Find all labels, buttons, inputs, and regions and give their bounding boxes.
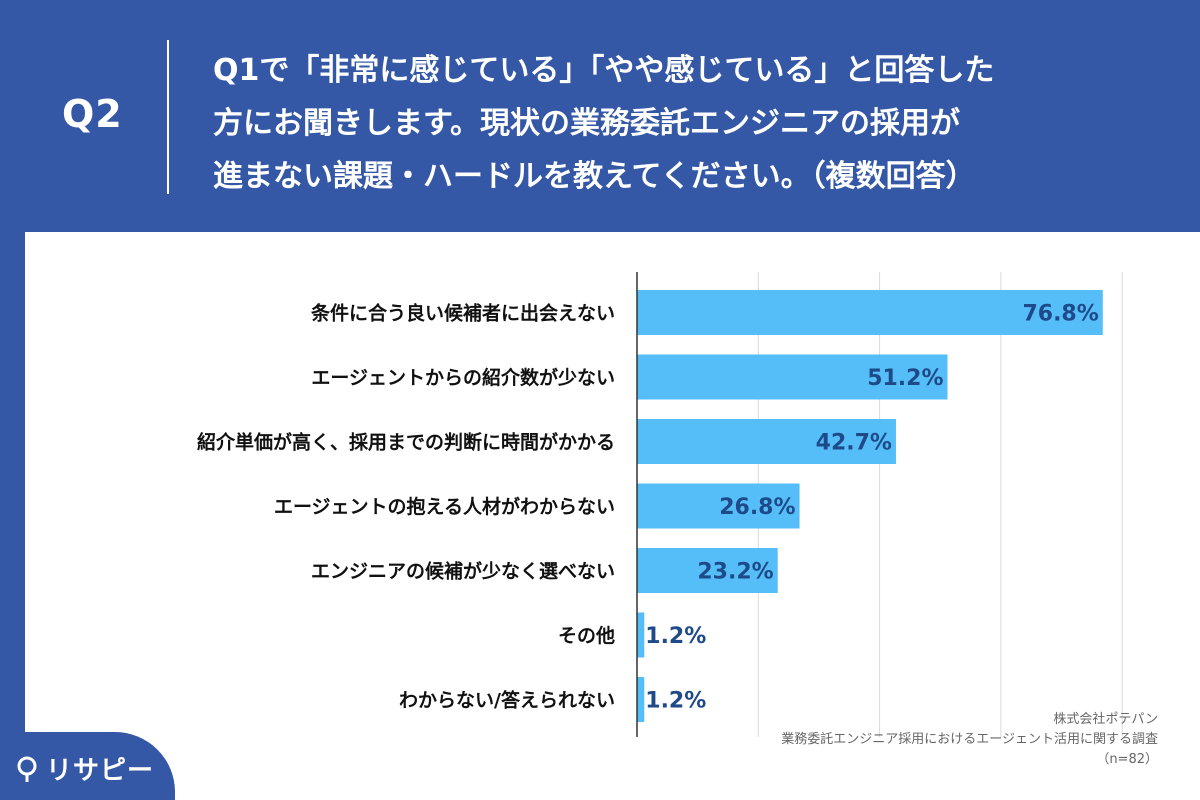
source-note: 株式会社ポテパン 業務委託エンジニア採用におけるエージェント活用に関する調査 （… [781, 710, 1158, 770]
bar [637, 677, 645, 722]
bar [637, 483, 800, 529]
divider [167, 40, 169, 194]
category-label: 紹介単価が高く、採用までの判断に時間がかかる [197, 431, 615, 454]
category-label: 条件に合う良い候補者に出会えない [311, 302, 615, 325]
category-label: わからない/答えられない [399, 689, 615, 712]
logo: リサピー [0, 732, 175, 800]
bar [637, 548, 778, 593]
bar [637, 290, 1103, 335]
category-label: エージェントからの紹介数が少ない [311, 366, 615, 389]
value-label: 26.8% [719, 495, 795, 520]
question-text: Q1で「非常に感じている」「やや感じている」と回答した 方にお聞きします。現状の… [213, 44, 1173, 203]
value-label: 42.7% [816, 431, 892, 456]
bar [637, 612, 645, 658]
logo-text: リサピー [46, 756, 155, 786]
chart-panel: 条件に合う良い候補者に出会えない 76.8% エージェントからの紹介数が少ない 51.… [25, 232, 1200, 800]
bar [637, 354, 948, 400]
survey-name: 業務委託エンジニア採用におけるエージェント活用に関する調査 [781, 732, 1158, 747]
sample-size: （n=82） [1096, 752, 1158, 767]
bar [637, 419, 896, 464]
value-label: 1.2% [645, 624, 706, 649]
value-label: 76.8% [1022, 302, 1098, 327]
bar-chart: 条件に合う良い候補者に出会えない 76.8% エージェントからの紹介数が少ない 51.… [197, 272, 1123, 737]
value-label: 1.2% [645, 689, 706, 714]
question-number: Q2 [62, 92, 123, 136]
question-line-2: 方にお聞きします。現状の業務委託エンジニアの採用が [213, 106, 960, 141]
value-label: 23.2% [697, 560, 773, 585]
header: Q2 Q1で「非常に感じている」「やや感じている」と回答した 方にお聞きします。… [0, 0, 1200, 230]
question-line-1: Q1で「非常に感じている」「やや感じている」と回答した [213, 53, 995, 88]
value-label: 51.2% [867, 366, 943, 391]
category-label: その他 [558, 624, 615, 647]
pin-icon [17, 756, 37, 782]
company-name: 株式会社ポテパン [1053, 712, 1158, 727]
category-label: エージェントの抱える人材がわからない [274, 495, 615, 518]
category-label: エンジニアの候補が少なく選べない [311, 560, 615, 583]
question-line-3: 進まない課題・ハードルを教えてください。（複数回答） [213, 159, 976, 194]
